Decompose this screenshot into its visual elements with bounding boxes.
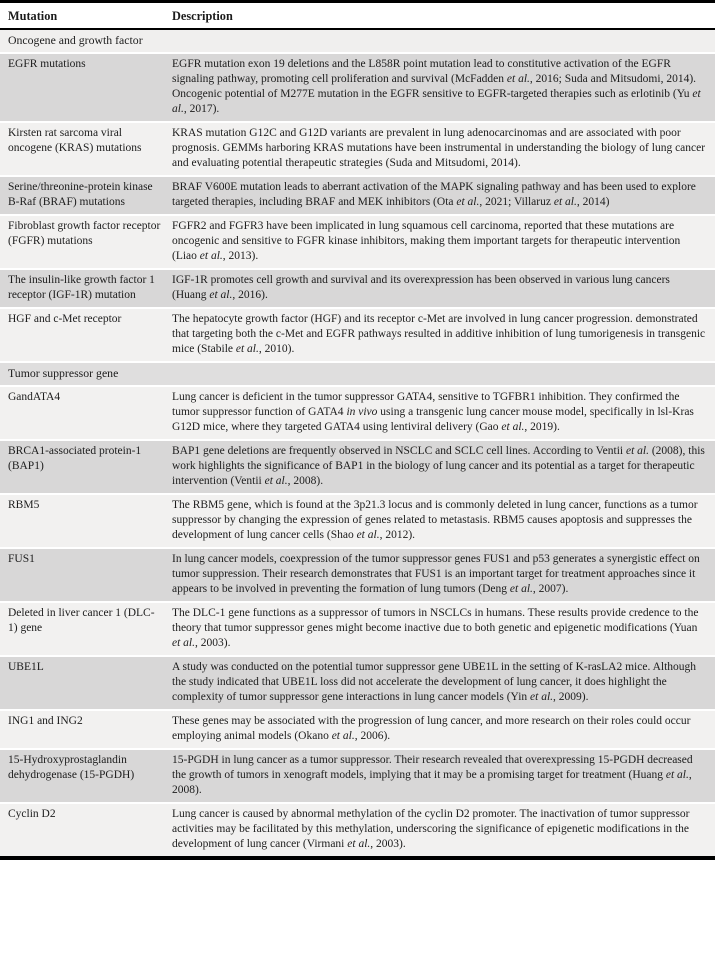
section-header-label: Oncogene and growth factor: [0, 29, 715, 54]
table-row: Fibroblast growth factor receptor (FGFR)…: [0, 215, 715, 270]
description-cell: EGFR mutation exon 19 deletions and the …: [172, 53, 715, 123]
mutation-cell: Fibroblast growth factor receptor (FGFR)…: [0, 215, 172, 270]
mutation-cell: FUS1: [0, 548, 172, 603]
section-header-tumor-suppressor: Tumor suppressor gene: [0, 362, 715, 387]
table-row: Serine/threonine-protein kinase B-Raf (B…: [0, 176, 715, 216]
description-cell: IGF-1R promotes cell growth and survival…: [172, 269, 715, 309]
description-cell: These genes may be associated with the p…: [172, 710, 715, 750]
description-cell: Lung cancer is deficient in the tumor su…: [172, 386, 715, 441]
description-cell: The DLC-1 gene functions as a suppressor…: [172, 602, 715, 657]
table-row: BRCA1-associated protein-1 (BAP1) BAP1 g…: [0, 440, 715, 495]
table-row: UBE1L A study was conducted on the poten…: [0, 656, 715, 711]
table-row: ING1 and ING2 These genes may be associa…: [0, 710, 715, 750]
mutation-cell: ING1 and ING2: [0, 710, 172, 750]
mutation-cell: GandATA4: [0, 386, 172, 441]
table-body: Oncogene and growth factor EGFR mutation…: [0, 29, 715, 859]
table-row: 15-Hydroxyprostaglandin dehydrogenase (1…: [0, 749, 715, 804]
description-cell: In lung cancer models, coexpression of t…: [172, 548, 715, 603]
description-cell: BAP1 gene deletions are frequently obser…: [172, 440, 715, 495]
mutation-cell: The insulin-like growth factor 1 recepto…: [0, 269, 172, 309]
table-header: Mutation Description: [0, 1, 715, 30]
column-header-description: Description: [172, 1, 715, 30]
mutation-cell: 15-Hydroxyprostaglandin dehydrogenase (1…: [0, 749, 172, 804]
description-cell: 15-PGDH in lung cancer as a tumor suppre…: [172, 749, 715, 804]
mutation-cell: Deleted in liver cancer 1 (DLC-1) gene: [0, 602, 172, 657]
description-cell: The RBM5 gene, which is found at the 3p2…: [172, 494, 715, 549]
table-row: GandATA4 Lung cancer is deficient in the…: [0, 386, 715, 441]
table-row: RBM5 The RBM5 gene, which is found at th…: [0, 494, 715, 549]
section-header-oncogene: Oncogene and growth factor: [0, 29, 715, 54]
description-cell: KRAS mutation G12C and G12D variants are…: [172, 122, 715, 177]
mutation-cell: RBM5: [0, 494, 172, 549]
column-header-mutation: Mutation: [0, 1, 172, 30]
mutation-cell: BRCA1-associated protein-1 (BAP1): [0, 440, 172, 495]
table-row: The insulin-like growth factor 1 recepto…: [0, 269, 715, 309]
description-cell: BRAF V600E mutation leads to aberrant ac…: [172, 176, 715, 216]
table-row: HGF and c-Met receptor The hepatocyte gr…: [0, 308, 715, 363]
mutation-cell: Kirsten rat sarcoma viral oncogene (KRAS…: [0, 122, 172, 177]
section-header-label: Tumor suppressor gene: [0, 362, 715, 387]
description-cell: Lung cancer is caused by abnormal methyl…: [172, 803, 715, 859]
header-row: Mutation Description: [0, 1, 715, 30]
table-row: FUS1 In lung cancer models, coexpression…: [0, 548, 715, 603]
table-row: Deleted in liver cancer 1 (DLC-1) gene T…: [0, 602, 715, 657]
description-cell: The hepatocyte growth factor (HGF) and i…: [172, 308, 715, 363]
description-cell: A study was conducted on the potential t…: [172, 656, 715, 711]
mutation-cell: EGFR mutations: [0, 53, 172, 123]
mutation-cell: Cyclin D2: [0, 803, 172, 859]
mutation-cell: UBE1L: [0, 656, 172, 711]
mutation-table: Mutation Description Oncogene and growth…: [0, 0, 715, 860]
table-row: Cyclin D2 Lung cancer is caused by abnor…: [0, 803, 715, 859]
mutation-cell: HGF and c-Met receptor: [0, 308, 172, 363]
mutation-cell: Serine/threonine-protein kinase B-Raf (B…: [0, 176, 172, 216]
table-row: Kirsten rat sarcoma viral oncogene (KRAS…: [0, 122, 715, 177]
description-cell: FGFR2 and FGFR3 have been implicated in …: [172, 215, 715, 270]
table-row: EGFR mutations EGFR mutation exon 19 del…: [0, 53, 715, 123]
